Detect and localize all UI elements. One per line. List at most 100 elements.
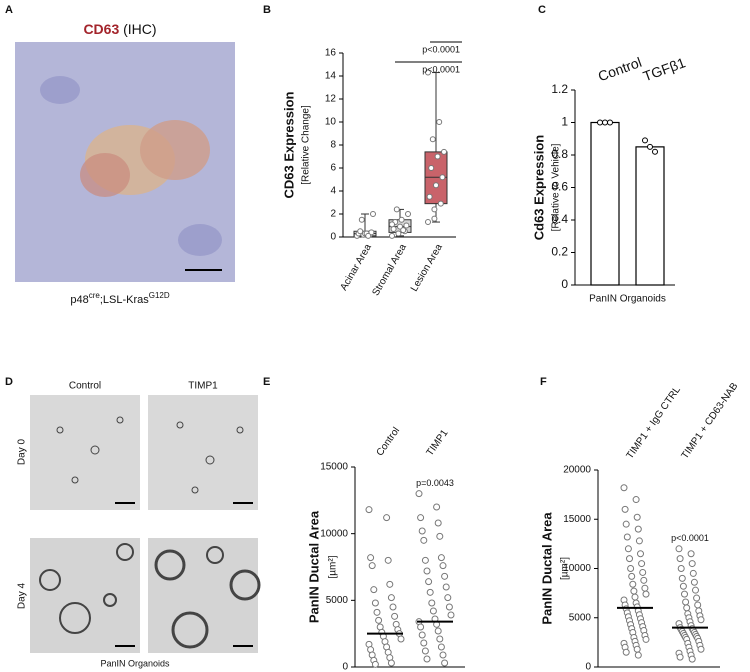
data-point <box>679 582 687 590</box>
data-point <box>434 153 441 160</box>
data-point <box>365 506 373 514</box>
data-point <box>429 136 436 143</box>
data-point <box>423 567 431 575</box>
y-tick-label: 5000 <box>326 595 349 606</box>
x-tick-label: Control <box>596 54 644 84</box>
y-tick-label: 1 <box>561 115 568 129</box>
data-point <box>405 211 411 217</box>
data-point <box>433 182 439 189</box>
data-point <box>371 599 379 607</box>
data-point <box>678 574 686 582</box>
y-axis-label: Cd63 Expression <box>531 135 546 241</box>
data-point <box>693 594 701 602</box>
data-point <box>447 611 455 619</box>
y-tick-label: 0 <box>561 277 568 291</box>
data-point <box>687 550 695 558</box>
x-tick-label: Lesion Area <box>409 242 445 294</box>
y-tick-label: 16 <box>325 48 337 59</box>
organoid-images <box>30 395 261 653</box>
y-tick-label: 0 <box>330 232 336 243</box>
data-point <box>395 230 402 237</box>
data-point <box>431 215 438 222</box>
data-point <box>429 607 437 615</box>
data-point <box>425 578 433 586</box>
x-tick-label: TGFβ1 <box>641 54 688 84</box>
data-point <box>389 232 395 239</box>
x-axis-label: PanIN Organoids <box>589 294 666 305</box>
data-point <box>677 565 685 572</box>
data-point <box>358 216 365 223</box>
data-point <box>397 635 405 643</box>
data-point <box>627 565 635 572</box>
data-point <box>384 556 392 564</box>
y-tick-label: 6 <box>330 163 336 174</box>
y-tick-label: 14 <box>325 71 337 82</box>
data-point <box>426 588 434 596</box>
caption-sup: cre <box>89 291 101 300</box>
y-tick-label: 12 <box>325 94 337 105</box>
data-point <box>418 527 426 535</box>
y-tick-label: 15000 <box>563 514 591 525</box>
y-tick-label: 0 <box>585 662 591 672</box>
y-tick-label: 10 <box>325 117 337 128</box>
data-point <box>639 568 647 576</box>
data-point <box>389 603 397 611</box>
ihc-image <box>15 42 235 282</box>
y-tick-label: 20000 <box>563 465 591 476</box>
data-point <box>437 643 445 651</box>
data-point <box>628 572 636 580</box>
data-point <box>421 556 429 564</box>
bar <box>590 121 620 286</box>
data-point <box>622 648 630 656</box>
data-point <box>357 228 364 235</box>
data-point <box>368 562 376 570</box>
x-tick-label: Control <box>375 426 403 459</box>
data-point <box>642 635 650 643</box>
data-point <box>694 601 702 609</box>
data-point <box>431 206 438 213</box>
data-point <box>417 514 425 522</box>
data-point <box>688 560 696 568</box>
data-point <box>375 616 383 624</box>
x-tick-label: Stromal Area <box>370 242 409 298</box>
y-tick-label: 0 <box>342 662 348 672</box>
data-point <box>367 554 375 562</box>
y-tick-label: 10000 <box>320 528 348 539</box>
data-point <box>433 503 441 511</box>
data-point <box>439 174 446 181</box>
data-point <box>425 219 431 226</box>
annotation: p<0.0001 <box>671 533 709 543</box>
panel-letter: C <box>538 4 546 16</box>
data-point <box>418 631 426 639</box>
data-point <box>682 598 690 606</box>
data-point <box>441 148 447 155</box>
title-marker: CD63 <box>83 21 119 37</box>
caption-sup: G12D <box>149 291 170 300</box>
caption-part: p48 <box>70 294 88 306</box>
data-point <box>421 647 429 655</box>
data-point <box>621 505 629 513</box>
data-point <box>393 206 400 213</box>
data-point <box>642 590 650 598</box>
y-axis-label: CD63 Expression <box>281 91 296 198</box>
data-point <box>383 514 391 522</box>
data-point <box>436 532 444 540</box>
column-label: TIMP1 <box>188 381 218 392</box>
data-point <box>683 604 691 612</box>
data-point <box>631 593 639 601</box>
x-tick-label: TIMP1 + CD63-NAB <box>680 381 741 462</box>
data-point <box>420 536 428 544</box>
data-point <box>697 616 705 624</box>
y-axis-unit: [Relative Change] <box>301 105 312 185</box>
data-point <box>387 594 395 602</box>
data-point <box>434 627 442 635</box>
data-point <box>403 222 410 229</box>
data-point <box>641 584 649 592</box>
data-point <box>434 519 442 527</box>
data-point <box>436 119 443 125</box>
x-tick-label: Acinar Area <box>339 242 375 293</box>
y-tick-label: 8 <box>330 140 336 151</box>
data-point <box>638 560 646 568</box>
data-point <box>675 545 683 553</box>
